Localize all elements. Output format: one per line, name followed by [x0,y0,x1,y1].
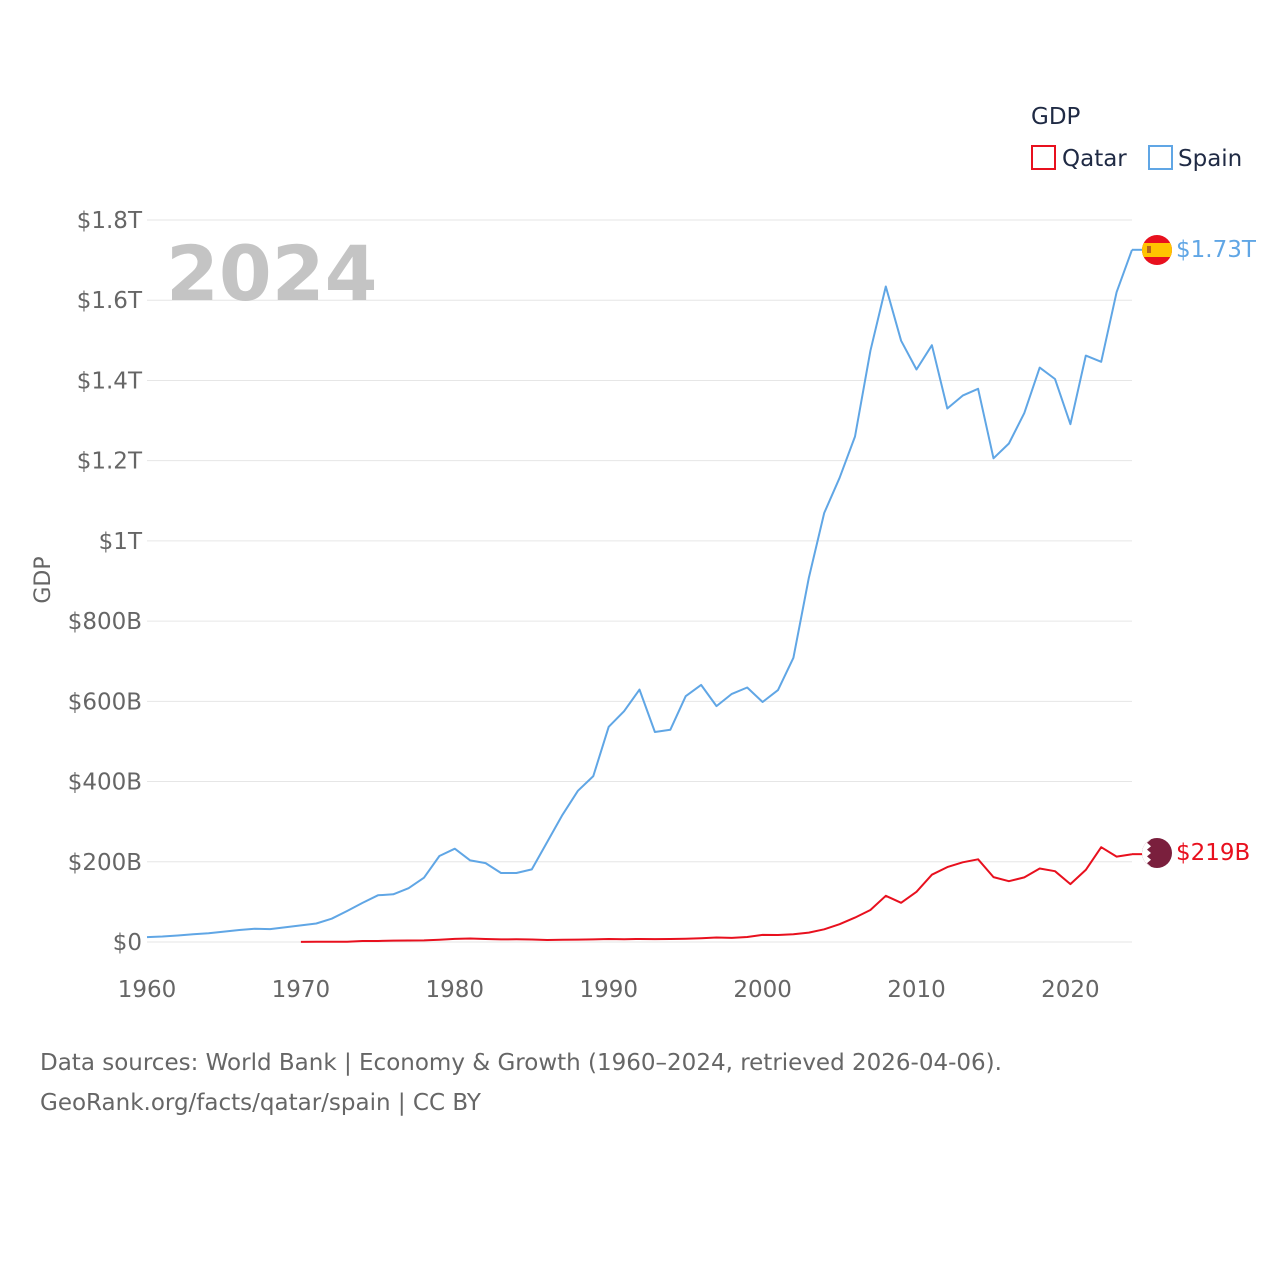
y-tick-label: $1.4T [77,368,143,394]
legend-title: GDP [1031,104,1081,130]
x-tick-label: 2020 [1041,977,1100,1003]
x-tick-label: 2010 [887,977,946,1003]
x-tick-label: 1960 [118,977,177,1003]
legend-swatch-qatar [1031,145,1056,170]
y-tick-label: $1T [99,529,143,555]
legend-label-spain: Spain [1178,146,1242,172]
series-lines [146,248,1142,943]
legend-swatch-spain [1148,145,1173,170]
qatar-flag [1142,838,1172,868]
x-tick-label: 1970 [272,977,331,1003]
year-label: 2024 [166,229,378,318]
end-label-qatar: $219B [1176,840,1250,866]
y-tick-label: $800B [68,609,142,635]
y-axis-label: GDP [31,556,56,603]
end-label-spain: $1.73T [1176,237,1257,263]
x-tick-label: 1990 [579,977,638,1003]
legend-item-spain[interactable]: Spain [1148,145,1242,172]
y-tick-label: $600B [68,689,142,715]
footer: Data sources: World Bank | Economy & Gro… [40,1043,1002,1123]
x-tick-label: 1980 [426,977,485,1003]
y-tick-label: $1.6T [77,288,143,314]
gridlines [147,219,1132,943]
y-tick-label: $1.2T [77,449,143,475]
y-tick-label: $200B [68,850,142,876]
y-tick-label: $1.8T [77,208,143,234]
legend-item-qatar[interactable]: Qatar [1031,145,1127,172]
source-link[interactable]: GeoRank.org/facts/qatar/spain | CC BY [40,1090,481,1116]
data-source-text: Data sources: World Bank | Economy & Gro… [40,1050,1002,1076]
y-tick-label: $400B [68,770,142,796]
x-tick-label: 2000 [733,977,792,1003]
legend-label-qatar: Qatar [1062,146,1127,172]
spain-flag [1142,235,1172,265]
y-tick-label: $0 [113,930,142,956]
series-line-spain [146,249,1133,939]
series-line-qatar [300,846,1133,943]
x-axis-ticks: 1960 1970 1980 1990 2000 2010 2020 [118,977,1100,1003]
y-axis-ticks: $0 $200B $400B $600B $800B $1T $1.2T $1.4T $1.6T… [68,208,143,956]
